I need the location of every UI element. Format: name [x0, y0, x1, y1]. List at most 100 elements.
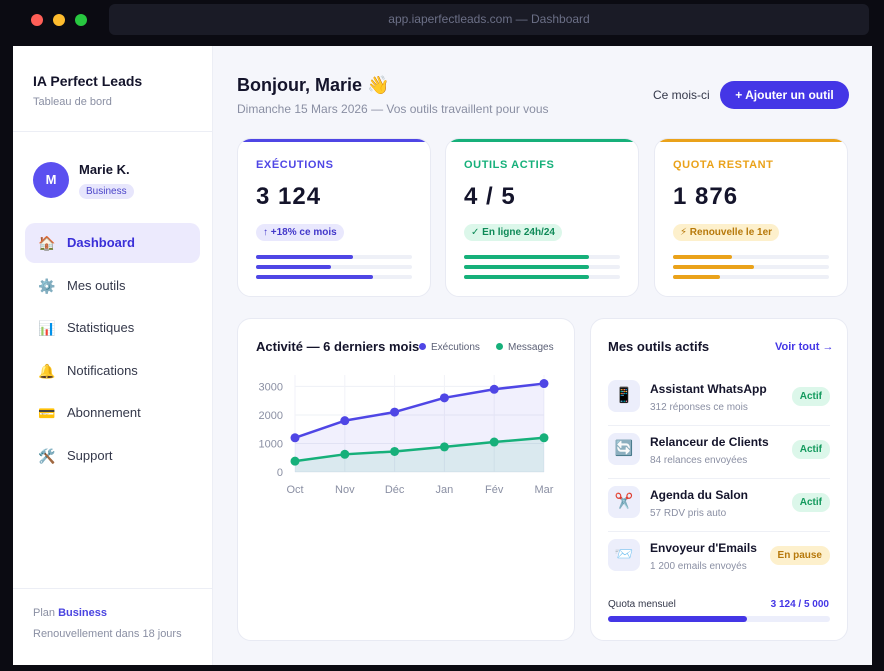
tools-title: Mes outils actifs — [608, 339, 710, 354]
brand-subtitle: Tableau de bord — [33, 96, 112, 108]
stat-title: OUTILS ACTIFS — [464, 159, 555, 171]
minimize-window-button[interactable] — [53, 14, 65, 26]
divider — [13, 588, 212, 589]
address-bar[interactable]: app.iaperfectleads.com — Dashboard — [109, 4, 869, 35]
quota-value: 3 124 / 5 000 — [770, 599, 829, 610]
sidebar-item-label: Dashboard — [67, 235, 135, 250]
stat-mini-bar — [673, 275, 829, 279]
tool-row[interactable]: 📱 Assistant WhatsApp 312 réponses ce mois A… — [608, 373, 830, 426]
quota-progress-bar — [608, 616, 830, 622]
legend-item: Exécutions — [419, 342, 480, 353]
y-tick-label: 3000 — [259, 381, 283, 393]
stat-card: QUOTA RESTANT 1 876 ⚡ Renouvelle le 1er — [654, 138, 848, 297]
data-point — [439, 393, 449, 403]
tool-status-badge[interactable]: Actif — [791, 440, 830, 459]
stat-mini-bar-fill — [256, 255, 353, 259]
tool-status-badge[interactable]: En pause — [769, 546, 830, 565]
see-all-link[interactable]: Voir tout → — [775, 341, 834, 353]
close-window-button[interactable] — [31, 14, 43, 26]
mail-icon: 📨 — [608, 539, 640, 571]
stat-mini-bar — [256, 255, 412, 259]
stat-mini-bar-fill — [256, 265, 331, 269]
plan-info: Plan Business — [33, 607, 107, 619]
stat-accent-bar — [446, 139, 638, 142]
series-area — [295, 383, 544, 472]
data-point — [539, 379, 549, 389]
scissors-icon: ✂️ — [608, 486, 640, 518]
stat-title: EXÉCUTIONS — [256, 159, 334, 171]
stat-accent-bar — [655, 139, 847, 142]
data-point — [489, 384, 499, 394]
tool-row[interactable]: 🔄 Relanceur de Clients 84 relances envoyée… — [608, 426, 830, 479]
sidebar-item-label: Abonnement — [67, 405, 141, 420]
legend-dot — [496, 343, 503, 350]
sidebar-item-support[interactable]: 🛠️ Support — [25, 436, 200, 476]
data-point — [290, 433, 300, 443]
refresh-icon: 🔄 — [608, 433, 640, 465]
tool-row[interactable]: ✂️ Agenda du Salon 57 RDV pris auto Actif — [608, 479, 830, 532]
data-point — [340, 416, 350, 426]
stat-mini-bar — [464, 265, 620, 269]
series-line-exécutions — [294, 382, 545, 439]
stat-badge: ⚡ Renouvelle le 1er — [673, 224, 780, 241]
activity-line-chart: 0 1000 2000 3000 Oct Nov Déc Jan Fév Mar — [259, 375, 554, 496]
maximize-window-button[interactable] — [75, 14, 87, 26]
active-tools-card: Mes outils actifs Voir tout → 📱 Assistant… — [590, 318, 848, 641]
x-tick-label: Jan — [436, 484, 454, 496]
sidebar-item-statistiques[interactable]: 📊 Statistiques — [25, 308, 200, 348]
period-selector[interactable]: Ce mois-ci — [653, 88, 710, 102]
tool-stats: 57 RDV pris auto — [650, 508, 727, 519]
stat-card: EXÉCUTIONS 3 124 ↑ +18% ce mois — [237, 138, 431, 297]
tool-row[interactable]: 📨 Envoyeur d'Emails 1 200 emails envoyés En… — [608, 532, 830, 585]
stat-card: OUTILS ACTIFS 4 / 5 ✓ En ligne 24h/24 — [445, 138, 639, 297]
y-tick-label: 0 — [277, 467, 283, 479]
tool-status-badge[interactable]: Actif — [791, 387, 830, 406]
stat-title: QUOTA RESTANT — [673, 159, 774, 171]
sidebar-item-abonnement[interactable]: 💳 Abonnement — [25, 393, 200, 433]
sidebar-item-dashboard[interactable]: 🏠 Dashboard — [25, 223, 200, 263]
stat-value: 4 / 5 — [464, 183, 516, 210]
tool-name: Assistant WhatsApp — [650, 382, 767, 396]
renewal-info: Renouvellement dans 18 jours — [33, 628, 182, 640]
stat-mini-bar — [256, 265, 412, 269]
tool-status-badge[interactable]: Actif — [791, 493, 830, 512]
phone-icon: 📱 — [608, 380, 640, 412]
sidebar-item-notifications[interactable]: 🔔 Notifications — [25, 351, 200, 391]
y-tick-label: 2000 — [259, 410, 283, 422]
divider — [13, 131, 212, 132]
stat-mini-bar — [464, 255, 620, 259]
quota-progress-fill — [608, 616, 747, 622]
add-tool-button[interactable]: + Ajouter un outil — [720, 81, 849, 109]
plan-name[interactable]: Business — [58, 607, 108, 619]
data-point — [290, 456, 300, 466]
tool-name: Envoyeur d'Emails — [650, 541, 757, 555]
data-point — [539, 433, 549, 443]
stat-mini-bar — [673, 255, 829, 259]
stat-accent-bar — [238, 139, 430, 142]
user-plan-badge: Business — [79, 184, 134, 199]
sidebar-item-mes-outils[interactable]: ⚙️ Mes outils — [25, 266, 200, 306]
data-point — [390, 407, 400, 417]
y-tick-label: 1000 — [259, 438, 283, 450]
app-window: IA Perfect Leads Tableau de bord M Marie… — [13, 46, 872, 665]
stat-value: 3 124 — [256, 183, 322, 210]
stat-mini-bar — [673, 265, 829, 269]
brand-name: IA Perfect Leads — [33, 73, 143, 89]
stat-mini-bar-fill — [464, 265, 589, 269]
stat-mini-bar-fill — [673, 255, 733, 259]
data-point — [439, 442, 449, 452]
page-subtitle: Dimanche 15 Mars 2026 — Vos outils trava… — [237, 102, 549, 116]
tools-icon: 🛠️ — [38, 447, 56, 464]
stat-mini-bar-fill — [464, 255, 589, 259]
avatar[interactable]: M — [33, 162, 69, 198]
stat-badge: ✓ En ligne 24h/24 — [464, 224, 562, 241]
bell-icon: 🔔 — [38, 362, 56, 379]
stat-value: 1 876 — [673, 183, 739, 210]
tool-name: Relanceur de Clients — [650, 435, 769, 449]
x-tick-label: Nov — [335, 484, 355, 496]
sidebar-item-label: Statistiques — [67, 320, 135, 335]
stat-mini-bar — [256, 275, 412, 279]
stat-mini-bar-fill — [673, 265, 755, 269]
legend-item: Messages — [496, 342, 554, 353]
sidebar: IA Perfect Leads Tableau de bord M Marie… — [13, 46, 213, 665]
